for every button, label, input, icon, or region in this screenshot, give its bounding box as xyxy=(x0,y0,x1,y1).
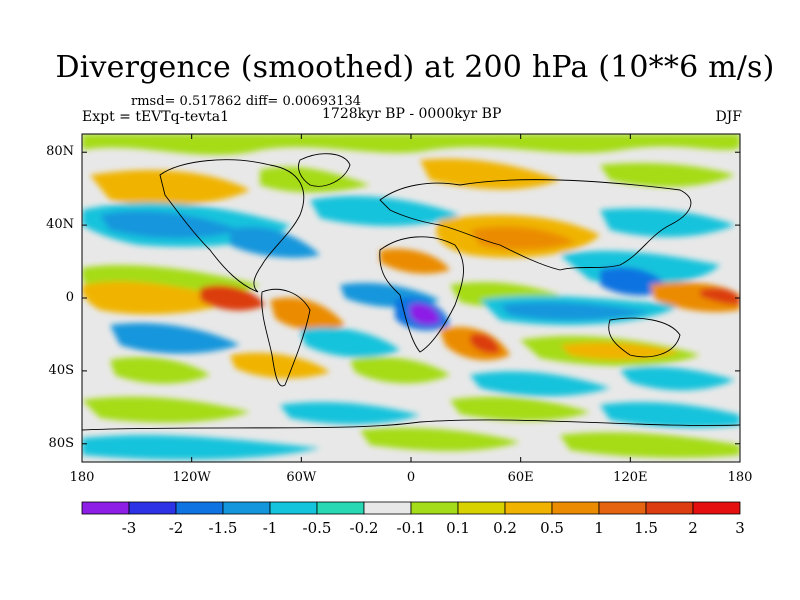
colorbar-swatch xyxy=(551,501,600,515)
field-patch xyxy=(450,396,590,421)
lat-tick-label: 40N xyxy=(46,217,74,233)
period-label: 1728kyr BP - 0000kyr BP xyxy=(322,106,502,122)
field-patch xyxy=(100,210,240,239)
coastline-north-america xyxy=(159,159,305,293)
colorbar-swatch xyxy=(81,501,130,515)
lon-tick-label: 180 xyxy=(69,470,95,485)
field-patch xyxy=(420,158,560,190)
colorbar-swatch xyxy=(457,501,506,515)
field-patch xyxy=(110,357,210,384)
rmsd-diff-stats: rmsd= 0.517862 diff= 0.00693134 xyxy=(131,94,362,109)
lon-tick-label: 180 xyxy=(727,470,753,485)
colorbar-label: 1.5 xyxy=(634,519,658,537)
colorbar-label: -1 xyxy=(262,519,278,537)
colorbar-label: 0.2 xyxy=(493,519,517,537)
colorbar-swatch xyxy=(175,501,224,515)
colorbar-swatch xyxy=(269,501,318,515)
colorbar-label: -1.5 xyxy=(208,519,238,537)
lat-tick-label: 80S xyxy=(48,435,74,451)
field-patch xyxy=(82,281,240,315)
field-patch xyxy=(110,322,240,354)
colorbar-label: -2 xyxy=(168,519,184,537)
field-patch xyxy=(280,402,420,425)
colorbar-swatch xyxy=(222,501,271,515)
lon-tick-label: 120E xyxy=(613,470,648,485)
coastline-greenland xyxy=(298,153,351,187)
field-patch xyxy=(600,402,740,428)
coastline-africa xyxy=(379,236,464,353)
lat-tick-label: 0 xyxy=(65,290,74,305)
field-patch xyxy=(310,195,460,226)
colorbar-swatch xyxy=(316,501,365,515)
coastline-antarctica xyxy=(82,419,740,431)
field-patch xyxy=(620,366,735,391)
divergence-field xyxy=(82,134,740,460)
season-label: DJF xyxy=(715,109,742,125)
colorbar-swatch xyxy=(410,501,459,515)
coastline-south-america xyxy=(261,288,311,387)
field-patch xyxy=(90,170,250,206)
field-patch xyxy=(600,163,735,187)
field-patch xyxy=(410,303,440,325)
field-patch xyxy=(350,357,450,384)
colorbar-swatch xyxy=(598,501,647,515)
field-patch xyxy=(560,432,740,458)
field-patch xyxy=(82,396,250,423)
colorbar-label: 0.1 xyxy=(446,519,470,537)
colorbar-label: -0.1 xyxy=(396,519,426,537)
field-patch xyxy=(260,166,370,193)
field-patch xyxy=(700,287,740,305)
coastlines xyxy=(82,153,740,431)
colorbar-label: -3 xyxy=(121,519,137,537)
field-patch xyxy=(200,285,265,311)
colorbar-label: 0.5 xyxy=(540,519,564,537)
field-patch xyxy=(470,333,500,354)
field-patch xyxy=(470,371,610,397)
field-patch xyxy=(300,327,400,358)
field-patch xyxy=(82,435,320,460)
lat-tick-label: 80N xyxy=(46,144,74,160)
colorbar-label: 3 xyxy=(735,519,745,537)
field-patch xyxy=(380,248,450,274)
lat-tick-label: 40S xyxy=(48,362,74,378)
colorbar-swatch xyxy=(692,501,741,515)
colorbar-swatch xyxy=(128,501,177,515)
lon-tick-label: 120W xyxy=(172,470,211,485)
colorbar-swatch xyxy=(504,501,553,515)
lon-tick-label: 60E xyxy=(507,470,534,485)
field-patch xyxy=(500,302,650,320)
colorbar-label: -0.2 xyxy=(349,519,379,537)
colorbar-label: 2 xyxy=(688,519,698,537)
colorbar-swatch xyxy=(363,501,412,515)
axis-ticks xyxy=(81,134,741,462)
lon-tick-label: 0 xyxy=(406,470,416,485)
lon-tick-label: 60W xyxy=(286,470,317,485)
colorbar xyxy=(81,501,741,515)
colorbar-swatch xyxy=(645,501,694,515)
colorbar-label: -0.5 xyxy=(302,519,332,537)
experiment-label: Expt = tEVTq-tevta1 xyxy=(82,109,230,125)
field-patch xyxy=(600,208,735,237)
field-patch xyxy=(360,427,520,451)
coastline-eurasia xyxy=(379,179,692,271)
field-patch xyxy=(560,342,680,360)
field-patch xyxy=(270,297,345,331)
colorbar-label: 1 xyxy=(594,519,604,537)
field-band xyxy=(82,134,740,155)
plot-title: Divergence (smoothed) at 200 hPa (10**6 … xyxy=(55,50,775,85)
coastline-australia xyxy=(608,317,681,358)
field-patch xyxy=(230,352,330,379)
field-patch xyxy=(230,226,320,258)
